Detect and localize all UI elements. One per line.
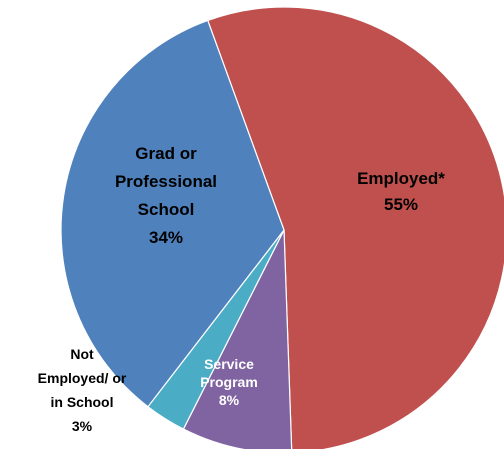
slice-label-service-program: Service Program 8% xyxy=(200,356,258,408)
pie-slice-service-program xyxy=(182,229,293,449)
pie-labels: Employed* 55% Service Program 8% Not Employed/… xyxy=(38,144,446,434)
slice-label-line: School xyxy=(138,200,195,219)
pie-slice-grad-or-professional-school xyxy=(60,19,285,408)
slice-label-line: Grad or xyxy=(135,144,197,163)
slice-label-employed: Employed* 55% xyxy=(357,169,445,214)
slice-label-line: Employed/ or xyxy=(38,370,127,386)
slice-percent: 34% xyxy=(149,228,183,247)
slice-label-line: in School xyxy=(51,394,114,410)
slice-label-line: Employed* xyxy=(357,169,445,188)
slice-percent: 8% xyxy=(219,392,240,408)
slice-label-line: Professional xyxy=(115,172,217,191)
slice-percent: 3% xyxy=(72,418,93,434)
slice-label-line: Service xyxy=(204,356,254,372)
pie-slice-employed xyxy=(206,6,504,449)
slice-label-line: Not xyxy=(70,346,94,362)
slice-label-not-employed-or-in-school: Not Employed/ or in School 3% xyxy=(38,346,127,434)
slice-percent: 55% xyxy=(384,195,418,214)
slice-label-grad-or-professional-school: Grad or Professional School 34% xyxy=(115,144,217,247)
slice-label-line: Program xyxy=(200,374,258,390)
pie-slices xyxy=(60,6,504,449)
